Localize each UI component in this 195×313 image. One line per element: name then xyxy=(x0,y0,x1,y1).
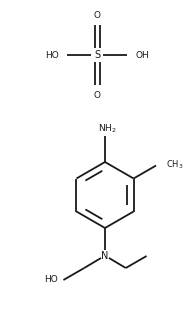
Text: OH: OH xyxy=(135,50,149,59)
Text: S: S xyxy=(94,50,100,60)
Text: HO: HO xyxy=(45,50,59,59)
Text: O: O xyxy=(93,90,100,100)
Text: O: O xyxy=(93,11,100,19)
Text: N: N xyxy=(101,251,109,261)
Text: HO: HO xyxy=(44,275,58,285)
Text: CH$_3$: CH$_3$ xyxy=(166,158,184,171)
Text: NH$_2$: NH$_2$ xyxy=(98,123,116,135)
